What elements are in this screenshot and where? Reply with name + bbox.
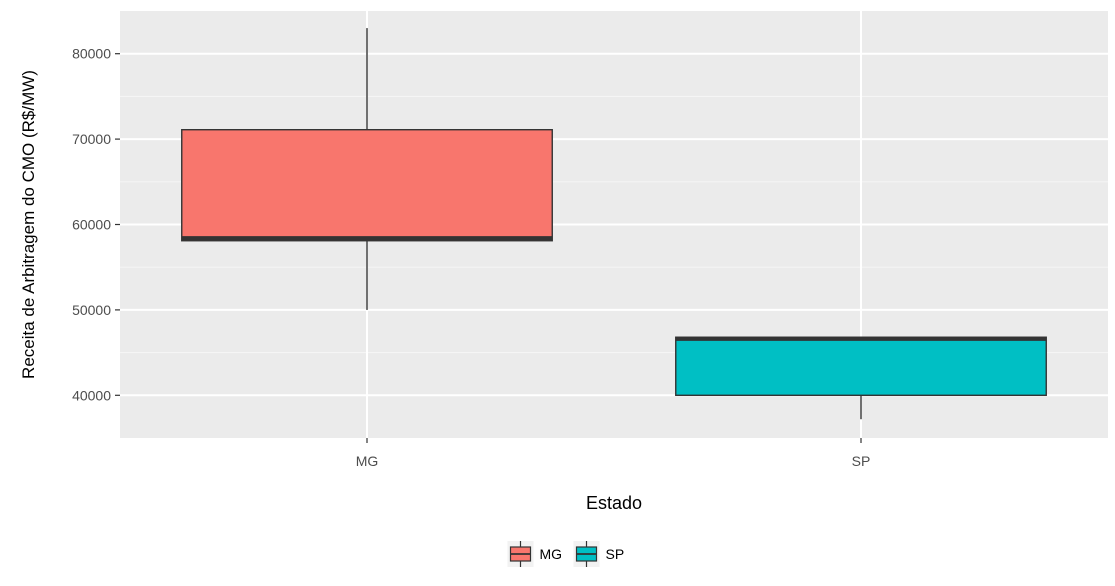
y-tick-label: 80000 [72,46,111,62]
x-axis-title: Estado [586,493,642,513]
x-tick-label: SP [852,453,871,469]
legend-label: MG [540,546,563,562]
y-axis: 40000 50000 60000 70000 80000 [72,46,120,403]
x-axis: MG SP [356,438,871,469]
box-body [181,129,553,242]
box-sp [675,336,1047,420]
y-tick-label: 50000 [72,302,111,318]
y-tick-label: 40000 [72,387,111,403]
box-mg [181,28,553,310]
y-tick-label: 60000 [72,217,111,233]
box-body [675,336,1047,396]
legend-item-mg: MG [507,541,563,567]
x-tick-label: MG [356,453,379,469]
legend-label: SP [606,546,625,562]
y-tick-label: 70000 [72,131,111,147]
y-axis-title: Receita de Arbitragem do CMO (R$/MW) [19,70,38,379]
legend: MG SP [507,541,625,567]
box-series [181,28,1047,420]
legend-item-sp: SP [573,541,625,567]
